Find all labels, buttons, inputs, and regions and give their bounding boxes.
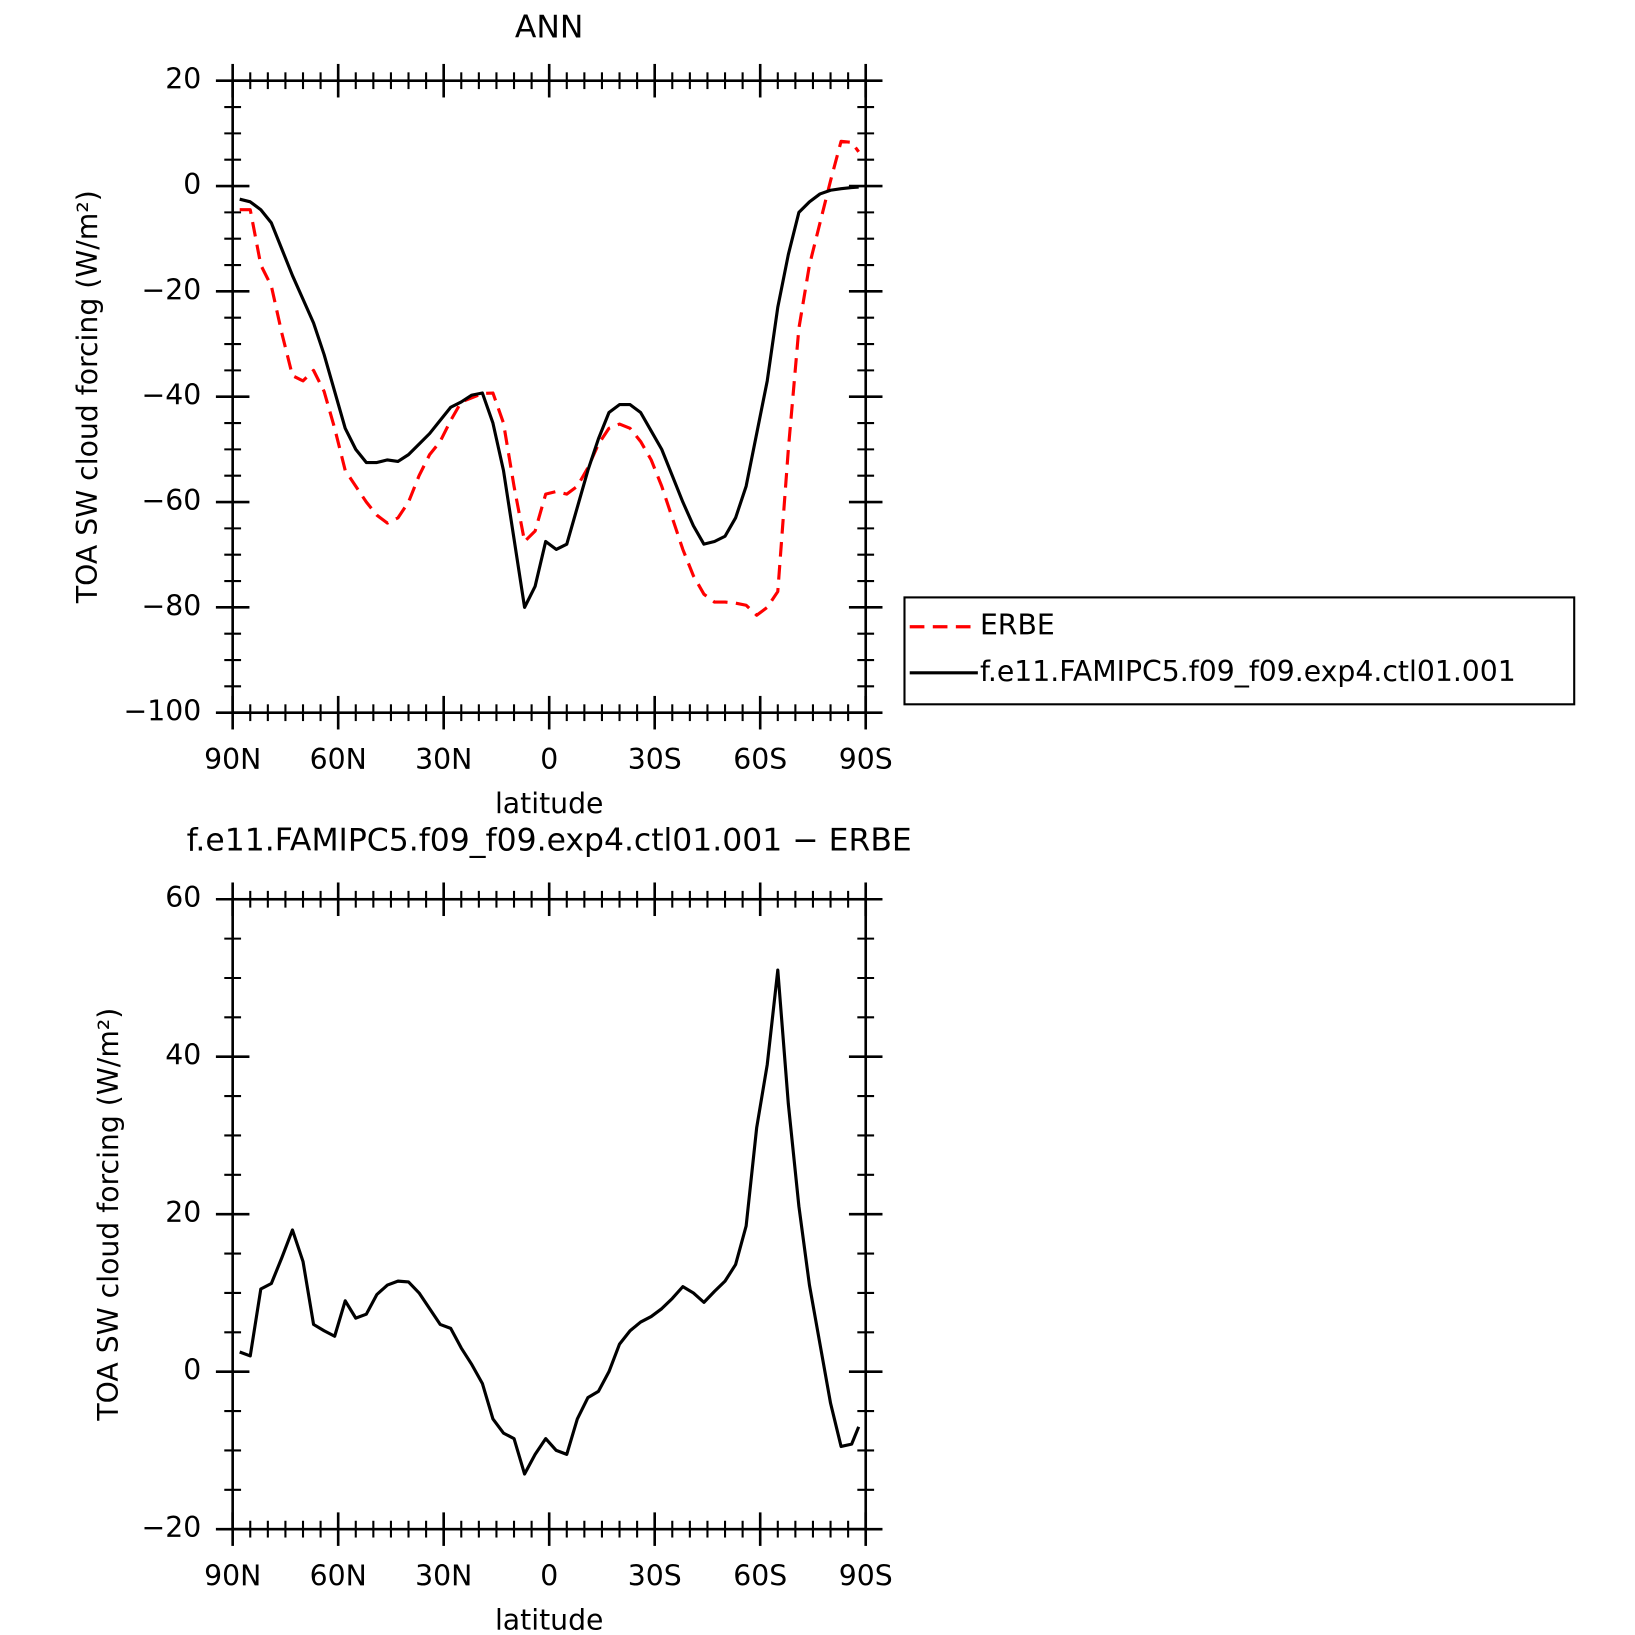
x-tick-label: 30N [415,743,472,776]
x-axis-label: latitude [495,787,604,820]
x-tick-label: 90N [204,743,261,776]
y-tick-label: −80 [142,589,202,622]
data-line [239,968,861,1476]
x-axis-label: latitude [495,1603,604,1635]
y-tick-label: 0 [183,1354,201,1387]
plot-frame [231,79,868,715]
x-tick-label: 60N [310,1559,367,1592]
y-tick-label: −100 [124,695,202,728]
y-tick-label: 60 [165,881,201,914]
x-tick-label: 90S [839,743,893,776]
x-tick-label: 60S [733,1559,787,1592]
y-tick-label: 20 [165,1196,201,1229]
data-line [239,139,860,617]
x-tick-label: 60N [310,743,367,776]
plot-frame [231,897,868,1531]
x-tick-label: 0 [540,743,558,776]
x-tick-label: 90S [839,1559,893,1592]
y-tick-label: 20 [165,63,201,96]
legend-box [903,596,1576,706]
y-tick-label: −20 [142,1511,202,1544]
y-tick-label: −20 [142,273,202,306]
y-axis-label: TOA SW cloud forcing (W/m²) [92,1008,125,1422]
chart-title: ANN [515,9,584,45]
x-tick-label: 90N [204,1559,261,1592]
y-tick-label: −40 [142,379,202,412]
x-tick-label: 30S [628,743,682,776]
y-tick-label: −60 [142,484,202,517]
data-line [239,185,859,609]
legend-label: ERBE [980,609,1055,642]
y-tick-label: 0 [183,168,201,201]
x-tick-label: 60S [733,743,787,776]
y-tick-label: 40 [165,1039,201,1072]
x-tick-label: 30N [415,1559,472,1592]
y-axis-label: TOA SW cloud forcing (W/m²) [71,190,104,604]
x-tick-label: 30S [628,1559,682,1592]
chart-title: f.e11.FAMIPC5.f09_f09.exp4.ctl01.001 − E… [187,823,912,859]
x-tick-label: 0 [540,1559,558,1592]
legend-label: f.e11.FAMIPC5.f09_f09.exp4.ctl01.001 [980,655,1516,688]
